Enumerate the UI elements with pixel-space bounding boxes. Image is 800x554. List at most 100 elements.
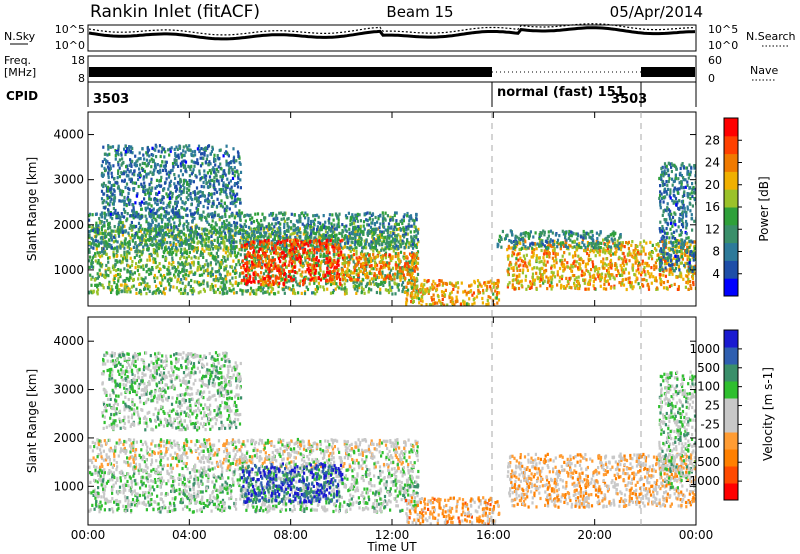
data-pixel: [210, 241, 213, 245]
data-pixel: [270, 258, 273, 263]
data-pixel: [117, 268, 120, 272]
data-pixel: [175, 196, 178, 200]
data-pixel: [171, 194, 174, 199]
data-pixel: [265, 265, 268, 269]
data-pixel: [309, 263, 312, 267]
data-pixel: [254, 271, 257, 275]
data-pixel: [129, 169, 132, 173]
data-pixel: [185, 277, 188, 281]
data-pixel: [244, 243, 247, 247]
data-pixel: [326, 226, 329, 230]
data-pixel: [346, 274, 349, 278]
data-pixel: [205, 237, 208, 241]
data-pixel: [248, 276, 251, 281]
data-pixel: [121, 230, 124, 234]
data-pixel: [211, 201, 214, 205]
data-pixel: [268, 281, 271, 285]
data-pixel: [189, 266, 192, 270]
data-pixel: [126, 241, 129, 245]
data-pixel: [410, 276, 413, 280]
data-pixel: [222, 220, 226, 224]
data-pixel: [255, 230, 258, 234]
data-pixel: [349, 257, 352, 261]
data-pixel: [120, 254, 123, 258]
data-pixel: [124, 279, 127, 283]
data-pixel: [229, 272, 232, 276]
data-pixel: [205, 244, 208, 248]
data-pixel: [393, 213, 396, 218]
data-pixel: [208, 192, 211, 196]
data-pixel: [407, 227, 410, 231]
data-pixel: [370, 231, 374, 235]
data-pixel: [133, 271, 136, 275]
data-pixel: [212, 183, 215, 188]
data-pixel: [219, 162, 222, 166]
data-pixel: [110, 238, 114, 242]
data-pixel: [320, 235, 323, 239]
data-pixel: [258, 242, 261, 246]
data-pixel: [209, 287, 212, 292]
data-pixel: [399, 226, 402, 231]
data-pixel: [203, 175, 206, 179]
data-pixel: [328, 269, 332, 273]
data-pixel: [415, 276, 418, 280]
data-pixel: [242, 289, 245, 293]
data-pixel: [131, 181, 134, 185]
data-pixel: [230, 228, 233, 232]
data-pixel: [202, 156, 205, 161]
data-pixel: [172, 250, 175, 255]
data-pixel: [89, 273, 92, 277]
data-pixel: [307, 249, 310, 253]
noise-left-tick-bottom: 10^0: [55, 39, 85, 52]
data-pixel: [164, 150, 167, 154]
data-pixel: [383, 280, 386, 284]
data-pixel: [272, 217, 275, 221]
data-pixel: [399, 228, 402, 232]
data-pixel: [143, 190, 146, 194]
data-pixel: [399, 275, 402, 279]
data-pixel: [206, 220, 209, 224]
data-pixel: [187, 238, 190, 242]
data-pixel: [226, 257, 229, 261]
data-pixel: [256, 262, 259, 266]
data-pixel: [204, 160, 207, 164]
data-pixel: [354, 235, 357, 239]
data-pixel: [234, 275, 237, 280]
data-pixel: [196, 280, 199, 284]
data-pixel: [234, 280, 237, 284]
data-pixel: [289, 220, 293, 224]
data-pixel: [295, 227, 298, 231]
data-pixel: [277, 221, 280, 225]
data-pixel: [305, 285, 308, 289]
data-pixel: [271, 247, 274, 251]
data-pixel: [105, 235, 108, 239]
data-pixel: [285, 234, 288, 238]
data-pixel: [415, 236, 418, 240]
data-pixel: [182, 215, 185, 220]
data-pixel: [138, 254, 141, 258]
data-pixel: [207, 222, 211, 226]
data-pixel: [257, 273, 260, 277]
data-pixel: [168, 181, 171, 185]
data-pixel: [388, 280, 391, 284]
data-pixel: [319, 245, 322, 250]
data-pixel: [116, 181, 119, 185]
data-pixel: [281, 267, 284, 271]
data-pixel: [269, 233, 272, 237]
data-pixel: [148, 154, 151, 158]
data-pixel: [88, 247, 91, 252]
data-pixel: [267, 278, 270, 282]
data-pixel: [176, 180, 180, 185]
data-pixel: [206, 199, 209, 203]
data-pixel: [343, 282, 346, 286]
data-pixel: [290, 252, 293, 256]
data-pixel: [143, 280, 146, 284]
data-pixel: [210, 251, 213, 255]
data-pixel: [135, 291, 138, 295]
data-pixel: [133, 169, 136, 173]
data-pixel: [159, 198, 162, 202]
data-pixel: [413, 219, 416, 223]
data-pixel: [94, 283, 97, 287]
data-pixel: [229, 191, 232, 195]
data-pixel: [154, 224, 157, 228]
